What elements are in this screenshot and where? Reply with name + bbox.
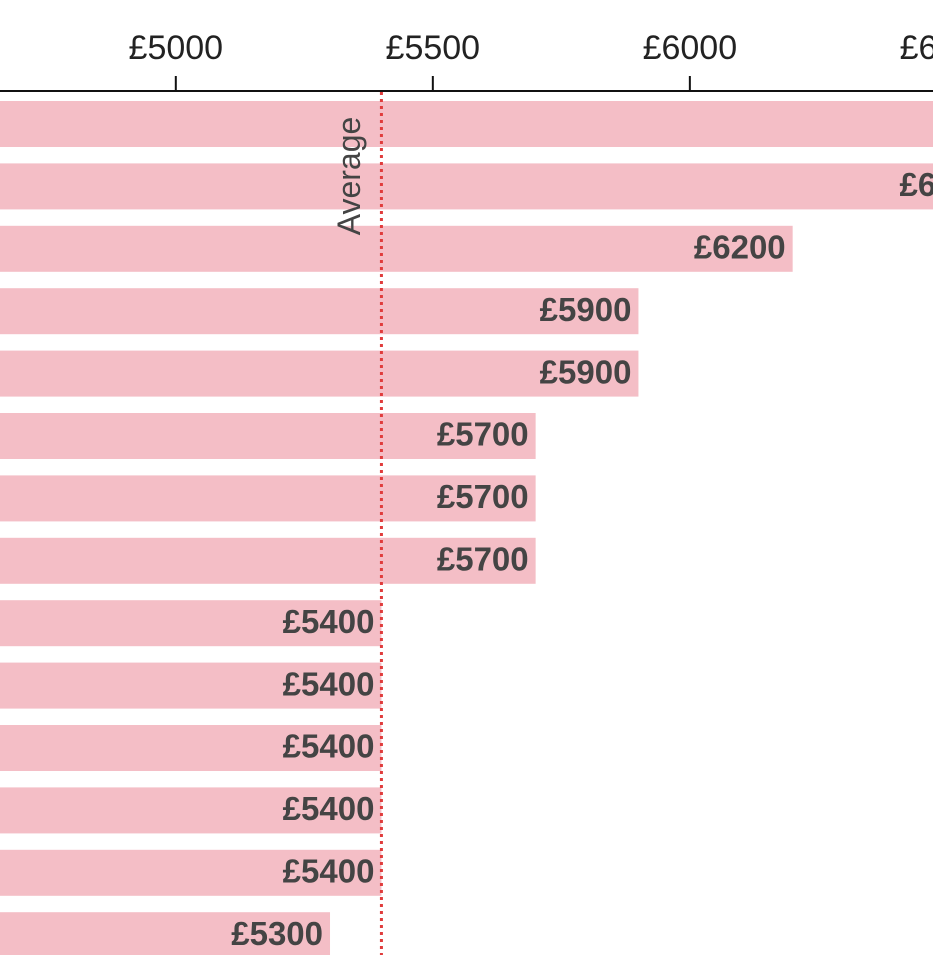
bar	[0, 101, 933, 147]
value-label: £5400	[283, 728, 375, 765]
value-label: £5300	[231, 915, 323, 952]
value-label: £5400	[283, 790, 375, 827]
bar	[0, 163, 933, 210]
value-label: £5700	[437, 541, 529, 578]
value-label: £5700	[437, 478, 529, 515]
value-label: £6200	[694, 229, 786, 266]
bar	[0, 600, 382, 647]
value-label: £5400	[283, 603, 375, 640]
bar	[0, 849, 382, 896]
x-tick-label: £6000	[643, 29, 738, 67]
bar	[0, 662, 382, 709]
bar	[0, 787, 382, 834]
bar	[0, 225, 793, 272]
value-label: £5400	[283, 853, 375, 890]
x-tick-label: £5000	[129, 29, 224, 67]
bar	[0, 912, 331, 955]
value-label: £6600	[900, 166, 933, 203]
value-label: £5900	[540, 353, 632, 390]
average-label: Average	[331, 117, 367, 236]
bar	[0, 475, 536, 522]
x-tick-label: £5500	[386, 29, 481, 67]
value-label: £5900	[540, 291, 632, 328]
bar	[0, 413, 536, 459]
value-label: £5400	[283, 665, 375, 702]
bar	[0, 350, 639, 397]
bar	[0, 725, 382, 771]
value-label: £5700	[437, 416, 529, 453]
bar	[0, 537, 536, 584]
bar	[0, 288, 639, 335]
x-tick-label: £6500	[900, 29, 933, 67]
